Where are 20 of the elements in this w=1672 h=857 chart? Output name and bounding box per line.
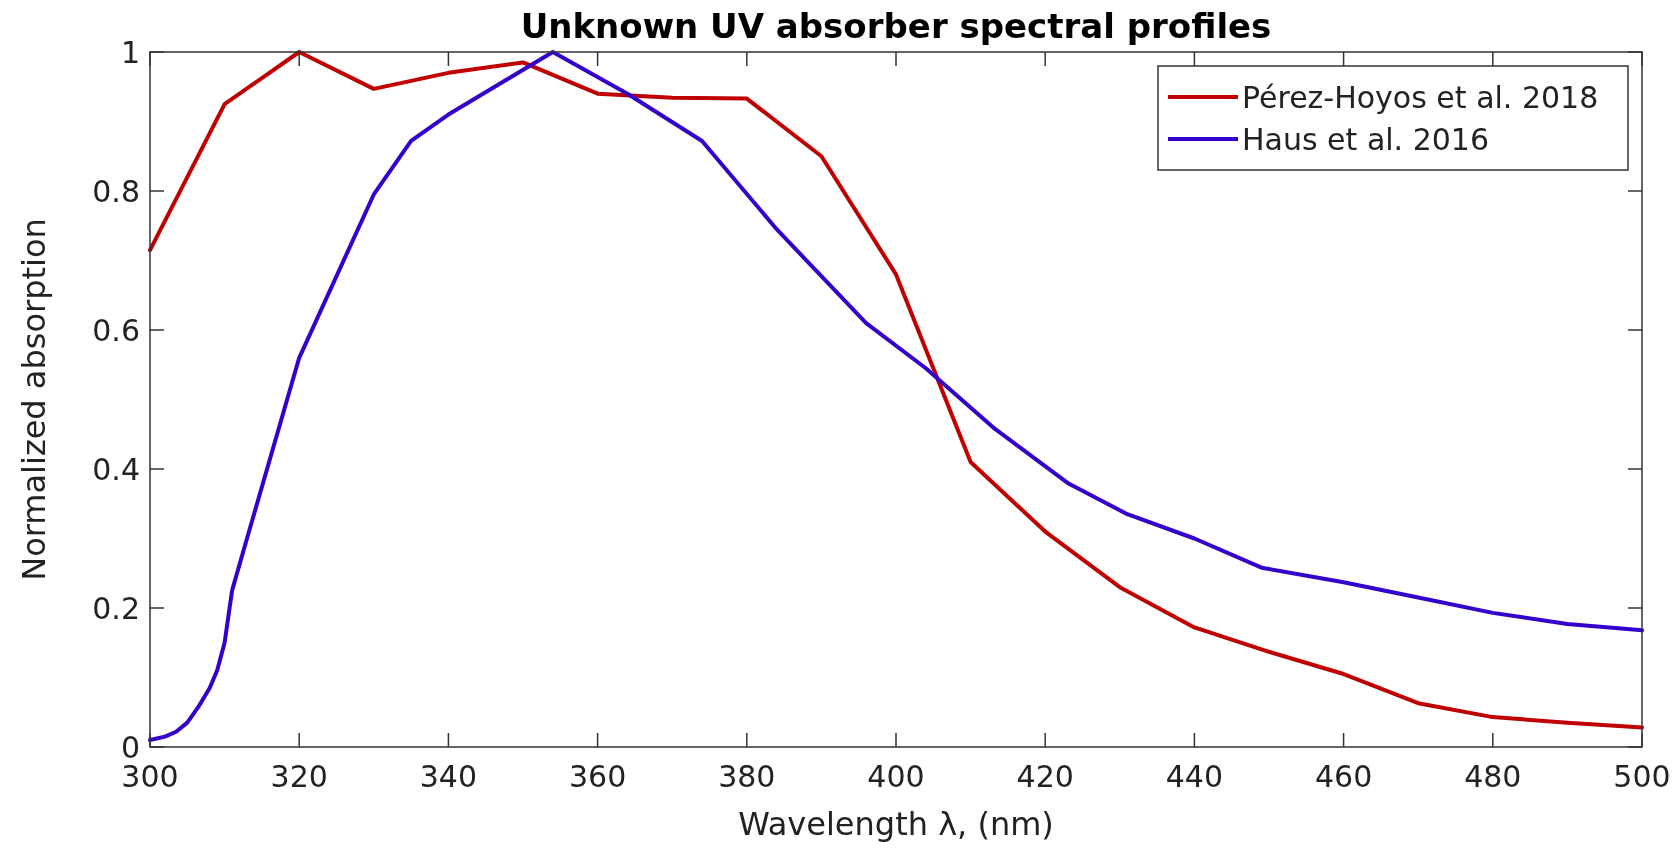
- x-tick-label: 320: [270, 759, 328, 794]
- legend-label: Haus et al. 2016: [1242, 121, 1490, 157]
- y-tick-label: 0.6: [92, 312, 140, 348]
- legend-label: Pérez-Hoyos et al. 2018: [1242, 79, 1599, 115]
- x-tick-label: 440: [1165, 759, 1224, 794]
- y-tick-label: 0.4: [92, 451, 140, 487]
- x-tick-label: 460: [1314, 759, 1373, 794]
- x-axis-title: Wavelength λ, (nm): [738, 805, 1054, 843]
- x-tick-label: 340: [419, 759, 478, 794]
- x-tick-label: 360: [568, 759, 627, 794]
- y-axis-title: Normalized absorption: [15, 218, 53, 581]
- x-tick-label: 380: [718, 759, 776, 794]
- x-tick-label: 500: [1613, 759, 1671, 794]
- x-tick-label: 480: [1464, 759, 1522, 794]
- x-tick-label: 420: [1016, 759, 1074, 794]
- y-tick-label: 1: [120, 34, 140, 70]
- x-tick-label: 400: [867, 759, 925, 794]
- y-tick-label: 0.2: [92, 590, 140, 626]
- chart-title: Unknown UV absorber spectral profiles: [520, 6, 1272, 46]
- y-tick-label: 0.8: [92, 173, 140, 209]
